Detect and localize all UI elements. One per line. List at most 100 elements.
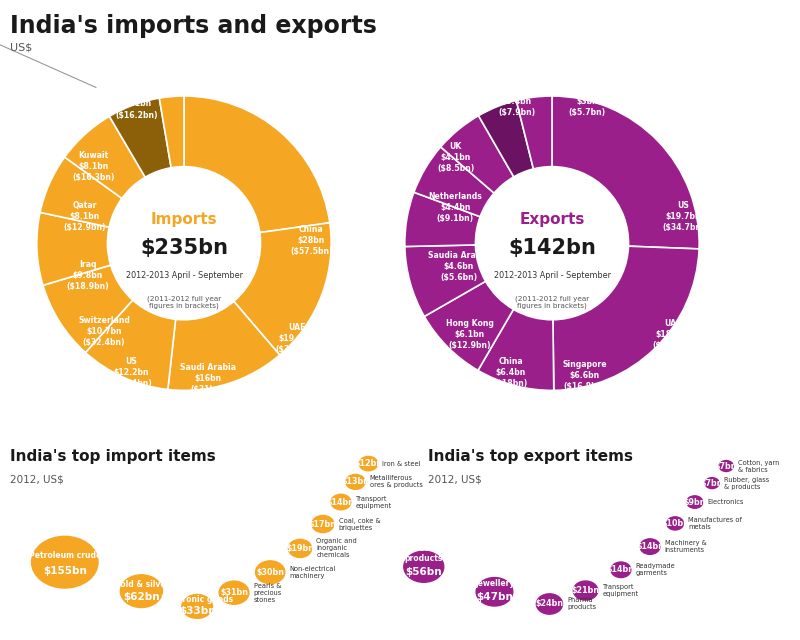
Text: $235bn: $235bn bbox=[140, 237, 228, 258]
Text: Electronic goods: Electronic goods bbox=[161, 595, 234, 604]
Text: $142bn: $142bn bbox=[508, 237, 596, 258]
Text: $31bn: $31bn bbox=[220, 588, 248, 597]
Text: Non-electrical
machinery: Non-electrical machinery bbox=[290, 566, 336, 579]
Text: India's top export items: India's top export items bbox=[428, 449, 633, 464]
Text: Saudi Arabia
$16bn
($31bn): Saudi Arabia $16bn ($31bn) bbox=[179, 363, 235, 394]
Text: $30bn: $30bn bbox=[256, 568, 284, 577]
Circle shape bbox=[476, 577, 513, 606]
Wedge shape bbox=[516, 96, 552, 169]
Text: Netherlands
$4.4bn
($9.1bn): Netherlands $4.4bn ($9.1bn) bbox=[428, 192, 482, 223]
Text: $13bn: $13bn bbox=[342, 477, 370, 486]
Text: Singapore
$6.6bn
($16.8bn): Singapore $6.6bn ($16.8bn) bbox=[562, 360, 606, 391]
Circle shape bbox=[574, 581, 598, 600]
Circle shape bbox=[255, 561, 285, 584]
Wedge shape bbox=[552, 96, 699, 249]
Wedge shape bbox=[553, 246, 699, 390]
Circle shape bbox=[289, 540, 312, 557]
Text: UK
$4.1bn
($8.5bn): UK $4.1bn ($8.5bn) bbox=[437, 142, 474, 173]
Text: Gems &
jewellery: Gems & jewellery bbox=[474, 569, 514, 588]
Text: $10bn: $10bn bbox=[661, 519, 689, 528]
Wedge shape bbox=[159, 96, 184, 168]
Wedge shape bbox=[43, 265, 133, 353]
Wedge shape bbox=[405, 245, 486, 316]
Text: UAE
$19.6bn
($35.7bn): UAE $19.6bn ($35.7bn) bbox=[275, 323, 318, 355]
Circle shape bbox=[640, 539, 660, 554]
Text: $17bn: $17bn bbox=[309, 520, 337, 529]
Text: $7bn: $7bn bbox=[701, 479, 723, 488]
Circle shape bbox=[182, 595, 213, 618]
Wedge shape bbox=[184, 96, 330, 232]
Text: US
$19.7bn
($34.7bn): US $19.7bn ($34.7bn) bbox=[662, 201, 705, 232]
Text: Petroleum crude: Petroleum crude bbox=[29, 551, 101, 560]
Circle shape bbox=[312, 515, 334, 532]
Text: Germany
$3.4bn
($7.9bn): Germany $3.4bn ($7.9bn) bbox=[497, 85, 537, 116]
Text: $21bn: $21bn bbox=[571, 586, 600, 595]
Text: Transport
equipment: Transport equipment bbox=[602, 584, 638, 597]
Text: Switzerland
$10.7bn
($32.4bn): Switzerland $10.7bn ($32.4bn) bbox=[78, 316, 130, 347]
Circle shape bbox=[331, 494, 351, 510]
Circle shape bbox=[666, 517, 683, 530]
Text: India's top import items: India's top import items bbox=[10, 449, 215, 464]
Text: Metalliferous
ores & products: Metalliferous ores & products bbox=[370, 476, 422, 488]
Circle shape bbox=[31, 536, 98, 588]
Text: UAE
$18.6bn
($35.9bn): UAE $18.6bn ($35.9bn) bbox=[652, 319, 694, 350]
Text: $24bn: $24bn bbox=[535, 600, 563, 609]
Text: Saudia Arabia
$4.6bn
($5.6bn): Saudia Arabia $4.6bn ($5.6bn) bbox=[428, 251, 490, 282]
Text: $47bn: $47bn bbox=[476, 592, 513, 602]
Text: 2012, US$: 2012, US$ bbox=[428, 475, 482, 485]
Circle shape bbox=[346, 474, 365, 490]
Circle shape bbox=[120, 575, 162, 607]
Circle shape bbox=[359, 456, 378, 471]
Text: Iraq
$9.8bn
($18.9bn): Iraq $9.8bn ($18.9bn) bbox=[66, 260, 109, 291]
Text: 2012-2013 April - September: 2012-2013 April - September bbox=[494, 271, 610, 280]
Circle shape bbox=[536, 594, 562, 614]
Text: Pearls &
precious
stones: Pearls & precious stones bbox=[254, 582, 282, 603]
Text: (2011-2012 full year
figures in brackets): (2011-2012 full year figures in brackets… bbox=[515, 295, 589, 309]
Wedge shape bbox=[40, 157, 122, 227]
Text: US$: US$ bbox=[10, 43, 32, 53]
Text: US
$12.2bn
($24.4bn): US $12.2bn ($24.4bn) bbox=[110, 357, 152, 388]
Circle shape bbox=[686, 496, 702, 508]
Text: Hong Kong
$6.1bn
($12.9bn): Hong Kong $6.1bn ($12.9bn) bbox=[446, 319, 494, 350]
Wedge shape bbox=[168, 301, 280, 390]
Wedge shape bbox=[110, 98, 171, 177]
Text: (2011-2012 full year
figures in brackets): (2011-2012 full year figures in brackets… bbox=[147, 295, 221, 309]
Text: India's imports and exports: India's imports and exports bbox=[10, 14, 377, 38]
Circle shape bbox=[611, 562, 631, 577]
Text: Imports: Imports bbox=[150, 212, 218, 227]
Text: $62bn: $62bn bbox=[123, 592, 160, 602]
Circle shape bbox=[404, 551, 444, 582]
Text: $14bn: $14bn bbox=[327, 497, 355, 506]
Wedge shape bbox=[478, 100, 534, 177]
Circle shape bbox=[219, 581, 249, 604]
Text: 2012-2013 April - September: 2012-2013 April - September bbox=[126, 271, 242, 280]
Text: $14bn: $14bn bbox=[636, 542, 664, 551]
Wedge shape bbox=[37, 212, 110, 285]
Text: 2012, US$: 2012, US$ bbox=[10, 475, 63, 485]
Text: $33bn: $33bn bbox=[179, 605, 215, 616]
Wedge shape bbox=[65, 116, 145, 198]
Text: Qatar
$8.1bn
($12.9bn): Qatar $8.1bn ($12.9bn) bbox=[63, 201, 106, 232]
Text: Rubber, glass
& products: Rubber, glass & products bbox=[724, 477, 769, 490]
Circle shape bbox=[719, 461, 734, 472]
Text: $56bn: $56bn bbox=[406, 567, 442, 577]
Text: Electronics: Electronics bbox=[707, 499, 744, 505]
Text: $9bn: $9bn bbox=[683, 497, 706, 506]
Text: $14bn: $14bn bbox=[607, 565, 635, 574]
Wedge shape bbox=[86, 300, 176, 390]
Text: Machinery &
instruments: Machinery & instruments bbox=[665, 540, 706, 553]
Text: Gold & silver: Gold & silver bbox=[114, 580, 169, 589]
Text: Kuwait
$8.1bn
($16.3bn): Kuwait $8.1bn ($16.3bn) bbox=[72, 151, 114, 182]
Wedge shape bbox=[478, 309, 554, 390]
Wedge shape bbox=[405, 192, 480, 246]
Text: $155bn: $155bn bbox=[43, 566, 86, 576]
Text: Readymade
garments: Readymade garments bbox=[636, 563, 675, 576]
Text: Petroleum
products: Petroleum products bbox=[402, 544, 446, 563]
Circle shape bbox=[705, 477, 719, 488]
Text: $19bn: $19bn bbox=[286, 544, 314, 553]
Text: $7bn: $7bn bbox=[715, 461, 738, 470]
Text: Coal, coke &
briquettes: Coal, coke & briquettes bbox=[338, 518, 380, 531]
Wedge shape bbox=[424, 282, 514, 371]
Text: Manufactures of
metals: Manufactures of metals bbox=[688, 517, 742, 530]
Text: Brazil
$3bn
($5.7bn): Brazil $3bn ($5.7bn) bbox=[569, 85, 606, 116]
